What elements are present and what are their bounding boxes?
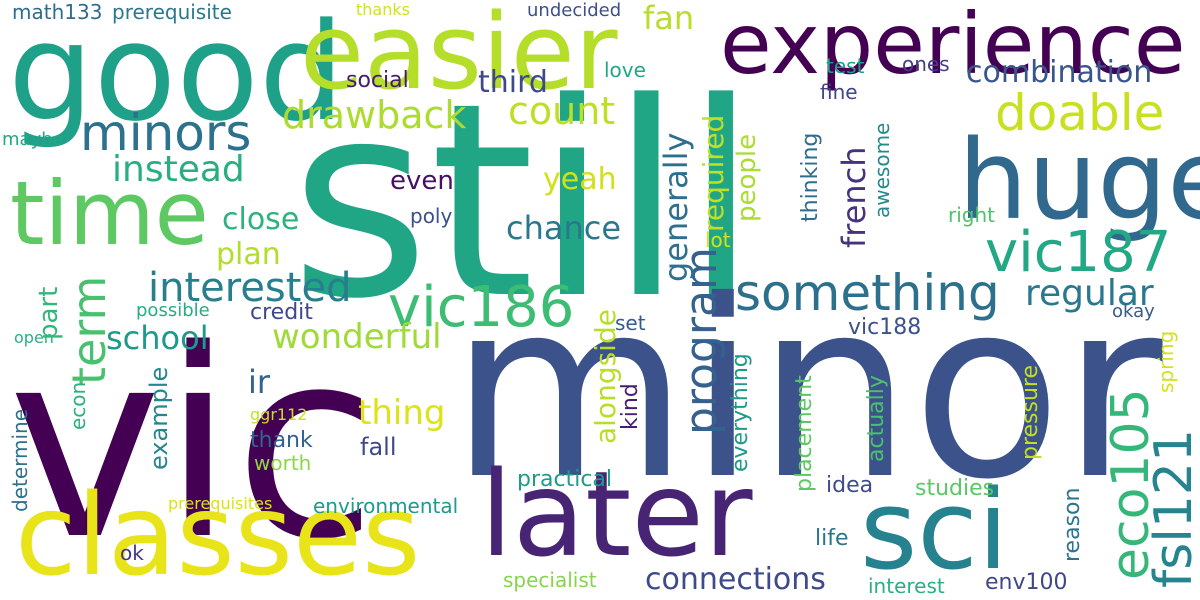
word-spring: spring [1154, 330, 1178, 393]
word-thanks: thanks [356, 0, 410, 19]
word-combination: combination [966, 55, 1153, 90]
word-connections: connections [645, 562, 826, 597]
word-count: count [508, 89, 616, 133]
word-reason: reason [1060, 487, 1085, 562]
word-undecided: undecided [527, 0, 622, 21]
word-third: third [478, 65, 548, 100]
word-interested: interested [148, 265, 352, 311]
word-people: people [732, 133, 762, 222]
word-vic188: vic188 [848, 315, 922, 340]
word-still: still [290, 46, 759, 358]
word-ok: ok [120, 541, 144, 565]
word-experience: experience [720, 0, 1186, 93]
word-instead: instead [112, 149, 245, 190]
word-credit: credit [250, 300, 313, 325]
word-fall: fall [360, 433, 397, 461]
word-okay: okay [1112, 301, 1155, 322]
word-specialist: specialist [503, 568, 597, 592]
word-drawback: drawback [282, 93, 467, 137]
word-placement: placement [792, 375, 817, 492]
word-actually: actually [864, 375, 889, 462]
word-vic186: vic186 [388, 275, 575, 340]
word-thing: thing [358, 393, 446, 433]
word-love: love [604, 58, 646, 82]
word-kind: kind [618, 383, 643, 430]
word-sci: sci [860, 466, 1009, 594]
word-classes: classes [15, 471, 421, 600]
word-easier: easier [300, 0, 618, 113]
word-generally: generally [657, 132, 695, 282]
word-vic: vic [8, 295, 378, 597]
word-chance: chance [506, 209, 622, 247]
word-something: something [735, 264, 1000, 322]
word-alongside: alongside [589, 309, 622, 444]
word-pressure: pressure [1018, 364, 1043, 460]
word-environmental: environmental [313, 494, 459, 518]
word-maybe: maybe [2, 129, 64, 150]
word-doable: doable [995, 84, 1165, 142]
word-example: example [145, 366, 173, 470]
word-plan: plan [216, 237, 281, 272]
word-open: open [14, 328, 54, 347]
word-everything: everything [728, 353, 753, 472]
word-part: part [34, 286, 64, 340]
word-lot: lot [705, 228, 731, 252]
word-determine: determine [8, 408, 32, 512]
word-right: right [948, 203, 995, 227]
word-minors: minors [80, 104, 252, 162]
word-studies: studies [915, 476, 995, 501]
word-econ: econ [66, 381, 90, 430]
word-thank: thank [250, 428, 313, 453]
word-ggr112: ggr112 [250, 405, 308, 424]
word-wonderful: wonderful [272, 317, 442, 357]
word-time: time [10, 162, 209, 265]
word-french: french [835, 146, 873, 248]
word-social: social [346, 68, 409, 93]
word-poly: poly [410, 204, 453, 228]
word-good: good [8, 0, 345, 151]
word-required: required [697, 114, 730, 232]
word-yeah: yeah [543, 162, 617, 197]
word-prerequisites: prerequisites [168, 494, 273, 513]
word-math133: math133 [12, 0, 103, 24]
word-vic187: vic187 [985, 220, 1172, 285]
word-idea: idea [826, 473, 874, 498]
word-set: set [615, 311, 646, 335]
word-term: term [62, 275, 116, 385]
word-awesome: awesome [870, 122, 894, 218]
word-thinking: thinking [798, 132, 823, 222]
word-regular: regular [1025, 273, 1154, 314]
word-fsl121: fsl121 [1144, 428, 1200, 588]
word-possible: possible [136, 300, 210, 321]
word-minor: minor [450, 248, 1163, 533]
word-prerequisite: prerequisite [112, 0, 232, 24]
word-worth: worth [254, 451, 312, 475]
word-fine: fine [820, 80, 858, 104]
word-test: test [826, 54, 865, 78]
word-huge: huge [958, 116, 1200, 244]
word-ones: ones [902, 52, 950, 76]
word-fan: fan [643, 0, 695, 37]
word-school: school [106, 319, 209, 357]
word-life: life [815, 526, 849, 551]
word-practical: practical [517, 467, 613, 492]
word-close: close [222, 202, 300, 237]
word-ir: ir [248, 363, 271, 401]
word-env100: env100 [985, 570, 1068, 595]
word-interest: interest [868, 574, 945, 598]
word-later: later [480, 445, 753, 583]
word-even: even [390, 166, 454, 196]
